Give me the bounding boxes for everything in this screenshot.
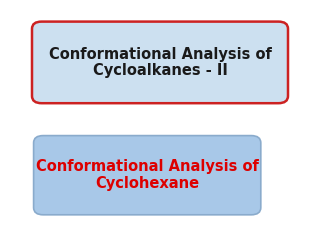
Text: Cycloalkanes - II: Cycloalkanes - II <box>92 63 228 78</box>
FancyBboxPatch shape <box>34 136 261 215</box>
Text: Conformational Analysis of: Conformational Analysis of <box>49 47 271 61</box>
FancyBboxPatch shape <box>32 22 288 103</box>
Text: Conformational Analysis of: Conformational Analysis of <box>36 159 259 174</box>
Text: Cyclohexane: Cyclohexane <box>95 176 199 191</box>
